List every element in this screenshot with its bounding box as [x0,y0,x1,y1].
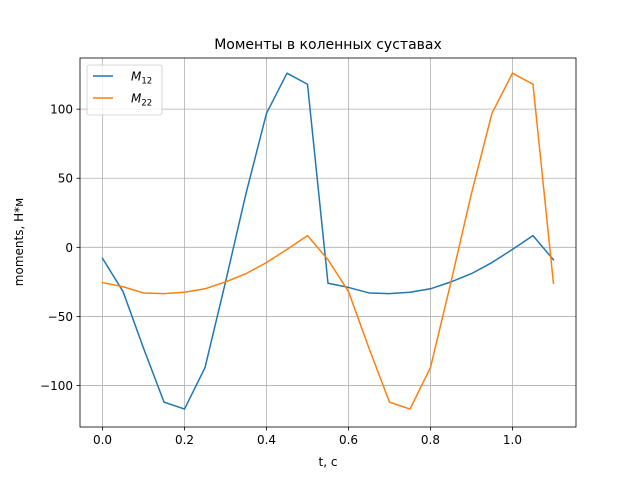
y-tick-label: 100 [50,103,73,117]
series-line-m22 [101,72,555,410]
legend-series-subscript: 12 [141,77,152,87]
x-tick-label: 0.8 [421,433,440,447]
series-line-m12 [101,72,555,410]
y-tick-label: 50 [58,172,73,186]
y-tick-label: −100 [40,379,73,393]
plot-area-frame [79,57,577,428]
x-tick-label: 1.0 [503,433,522,447]
legend-series-name: M [131,70,142,84]
x-tick-label: 0.4 [257,433,276,447]
x-tick-label: 0.2 [175,433,194,447]
x-tick-label: 0.6 [339,433,358,447]
series-layer [101,72,555,410]
tick-layer: 0.0 0.2 0.4 0.6 0.8 1.0 −100 −50 0 50 100 [40,103,522,447]
y-tick-label: −50 [48,310,73,324]
x-tick-label: 0.0 [93,433,112,447]
chart-title: Моменты в коленных суставах [214,37,442,53]
y-tick-label: 0 [65,241,73,255]
y-axis-label: moments, Н*м [12,198,26,286]
legend-label-m12: M12 [131,70,152,87]
legend-series-subscript: 22 [141,99,152,109]
legend-label-m22: M22 [131,92,152,109]
legend-series-name: M [131,92,142,106]
legend-frame [86,64,163,116]
x-axis-label: t, c [319,455,338,469]
